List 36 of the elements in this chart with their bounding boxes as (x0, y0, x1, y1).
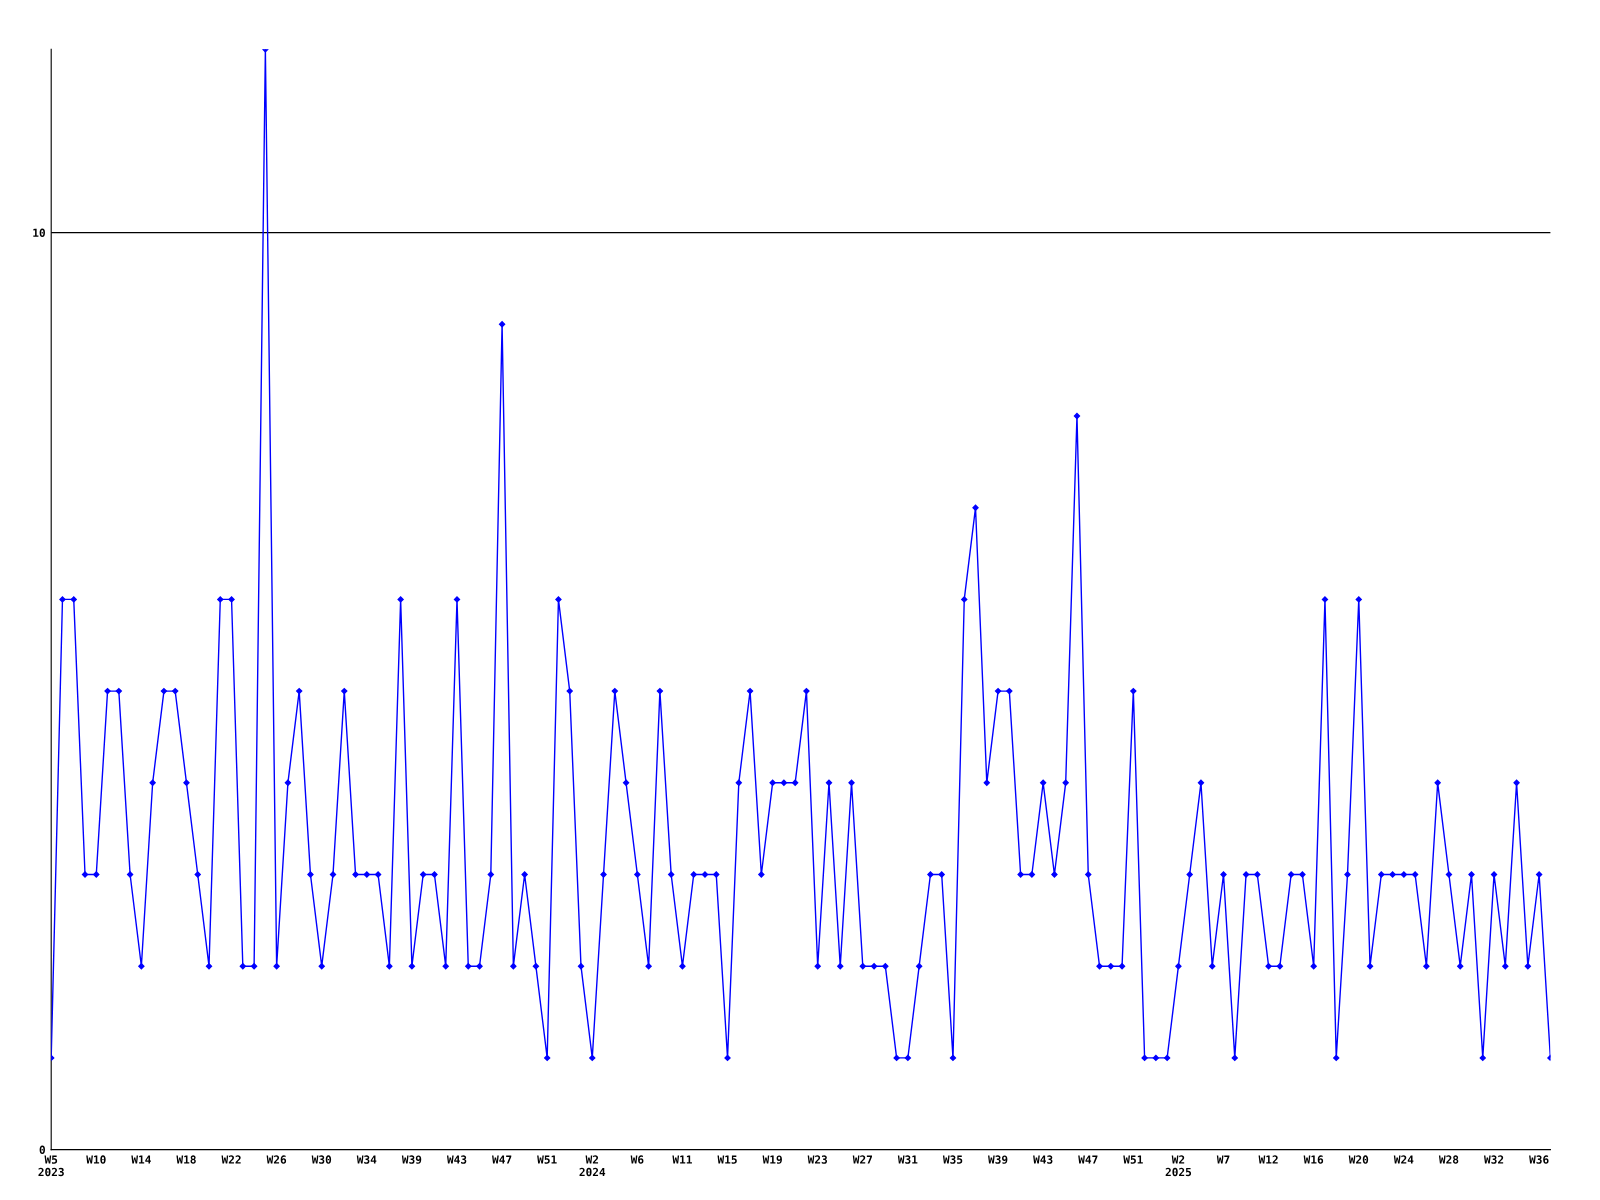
x-tick-label: W28 (1438, 1155, 1459, 1164)
x-tick-label: W2 2025 (1165, 1155, 1192, 1177)
x-tick-label: W47 (492, 1155, 512, 1164)
x-tick-label: W36 (1529, 1155, 1549, 1164)
x-tick-label: W15 (717, 1155, 737, 1164)
x-tick-label: W7 (1216, 1155, 1230, 1164)
x-tick-label: W39 (988, 1155, 1008, 1164)
x-tick-label: W20 (1348, 1155, 1369, 1164)
x-tick-label: W34 (356, 1155, 377, 1164)
y-tick-label: 10 (33, 228, 45, 237)
y-tick-label: 0 (39, 1145, 45, 1154)
x-tick-label: W11 (672, 1155, 692, 1164)
x-tick-label: W43 (1033, 1155, 1053, 1164)
x-tick-label: W16 (1303, 1155, 1324, 1164)
x-tick-label: W10 (86, 1155, 106, 1164)
x-tick-label: W26 (266, 1155, 287, 1164)
x-tick-label: W24 (1393, 1155, 1414, 1164)
x-tick-label: W39 (401, 1155, 422, 1164)
x-tick-label: W6 (630, 1155, 644, 1164)
x-tick-label: W31 (897, 1155, 918, 1164)
x-tick-label: W30 (311, 1155, 332, 1164)
x-tick-label: W2 2024 (579, 1155, 606, 1177)
x-tick-label: W22 (221, 1155, 241, 1164)
x-tick-label: W23 (807, 1155, 828, 1164)
x-tick-label: W27 (852, 1155, 872, 1164)
x-tick-label: W43 (446, 1155, 467, 1164)
x-tick-label: W12 (1258, 1155, 1278, 1164)
x-tick-label: W5 2023 (38, 1155, 64, 1177)
x-tick-label: W32 (1484, 1155, 1504, 1164)
x-tick-label: W14 (131, 1155, 151, 1164)
x-tick-label: W18 (176, 1155, 196, 1164)
x-tick-label: W51 (1123, 1155, 1143, 1164)
x-tick-label: W51 (537, 1155, 557, 1164)
x-tick-label: W47 (1078, 1155, 1098, 1164)
x-tick-label: W35 (942, 1155, 963, 1164)
x-tick-label: W19 (762, 1155, 782, 1164)
